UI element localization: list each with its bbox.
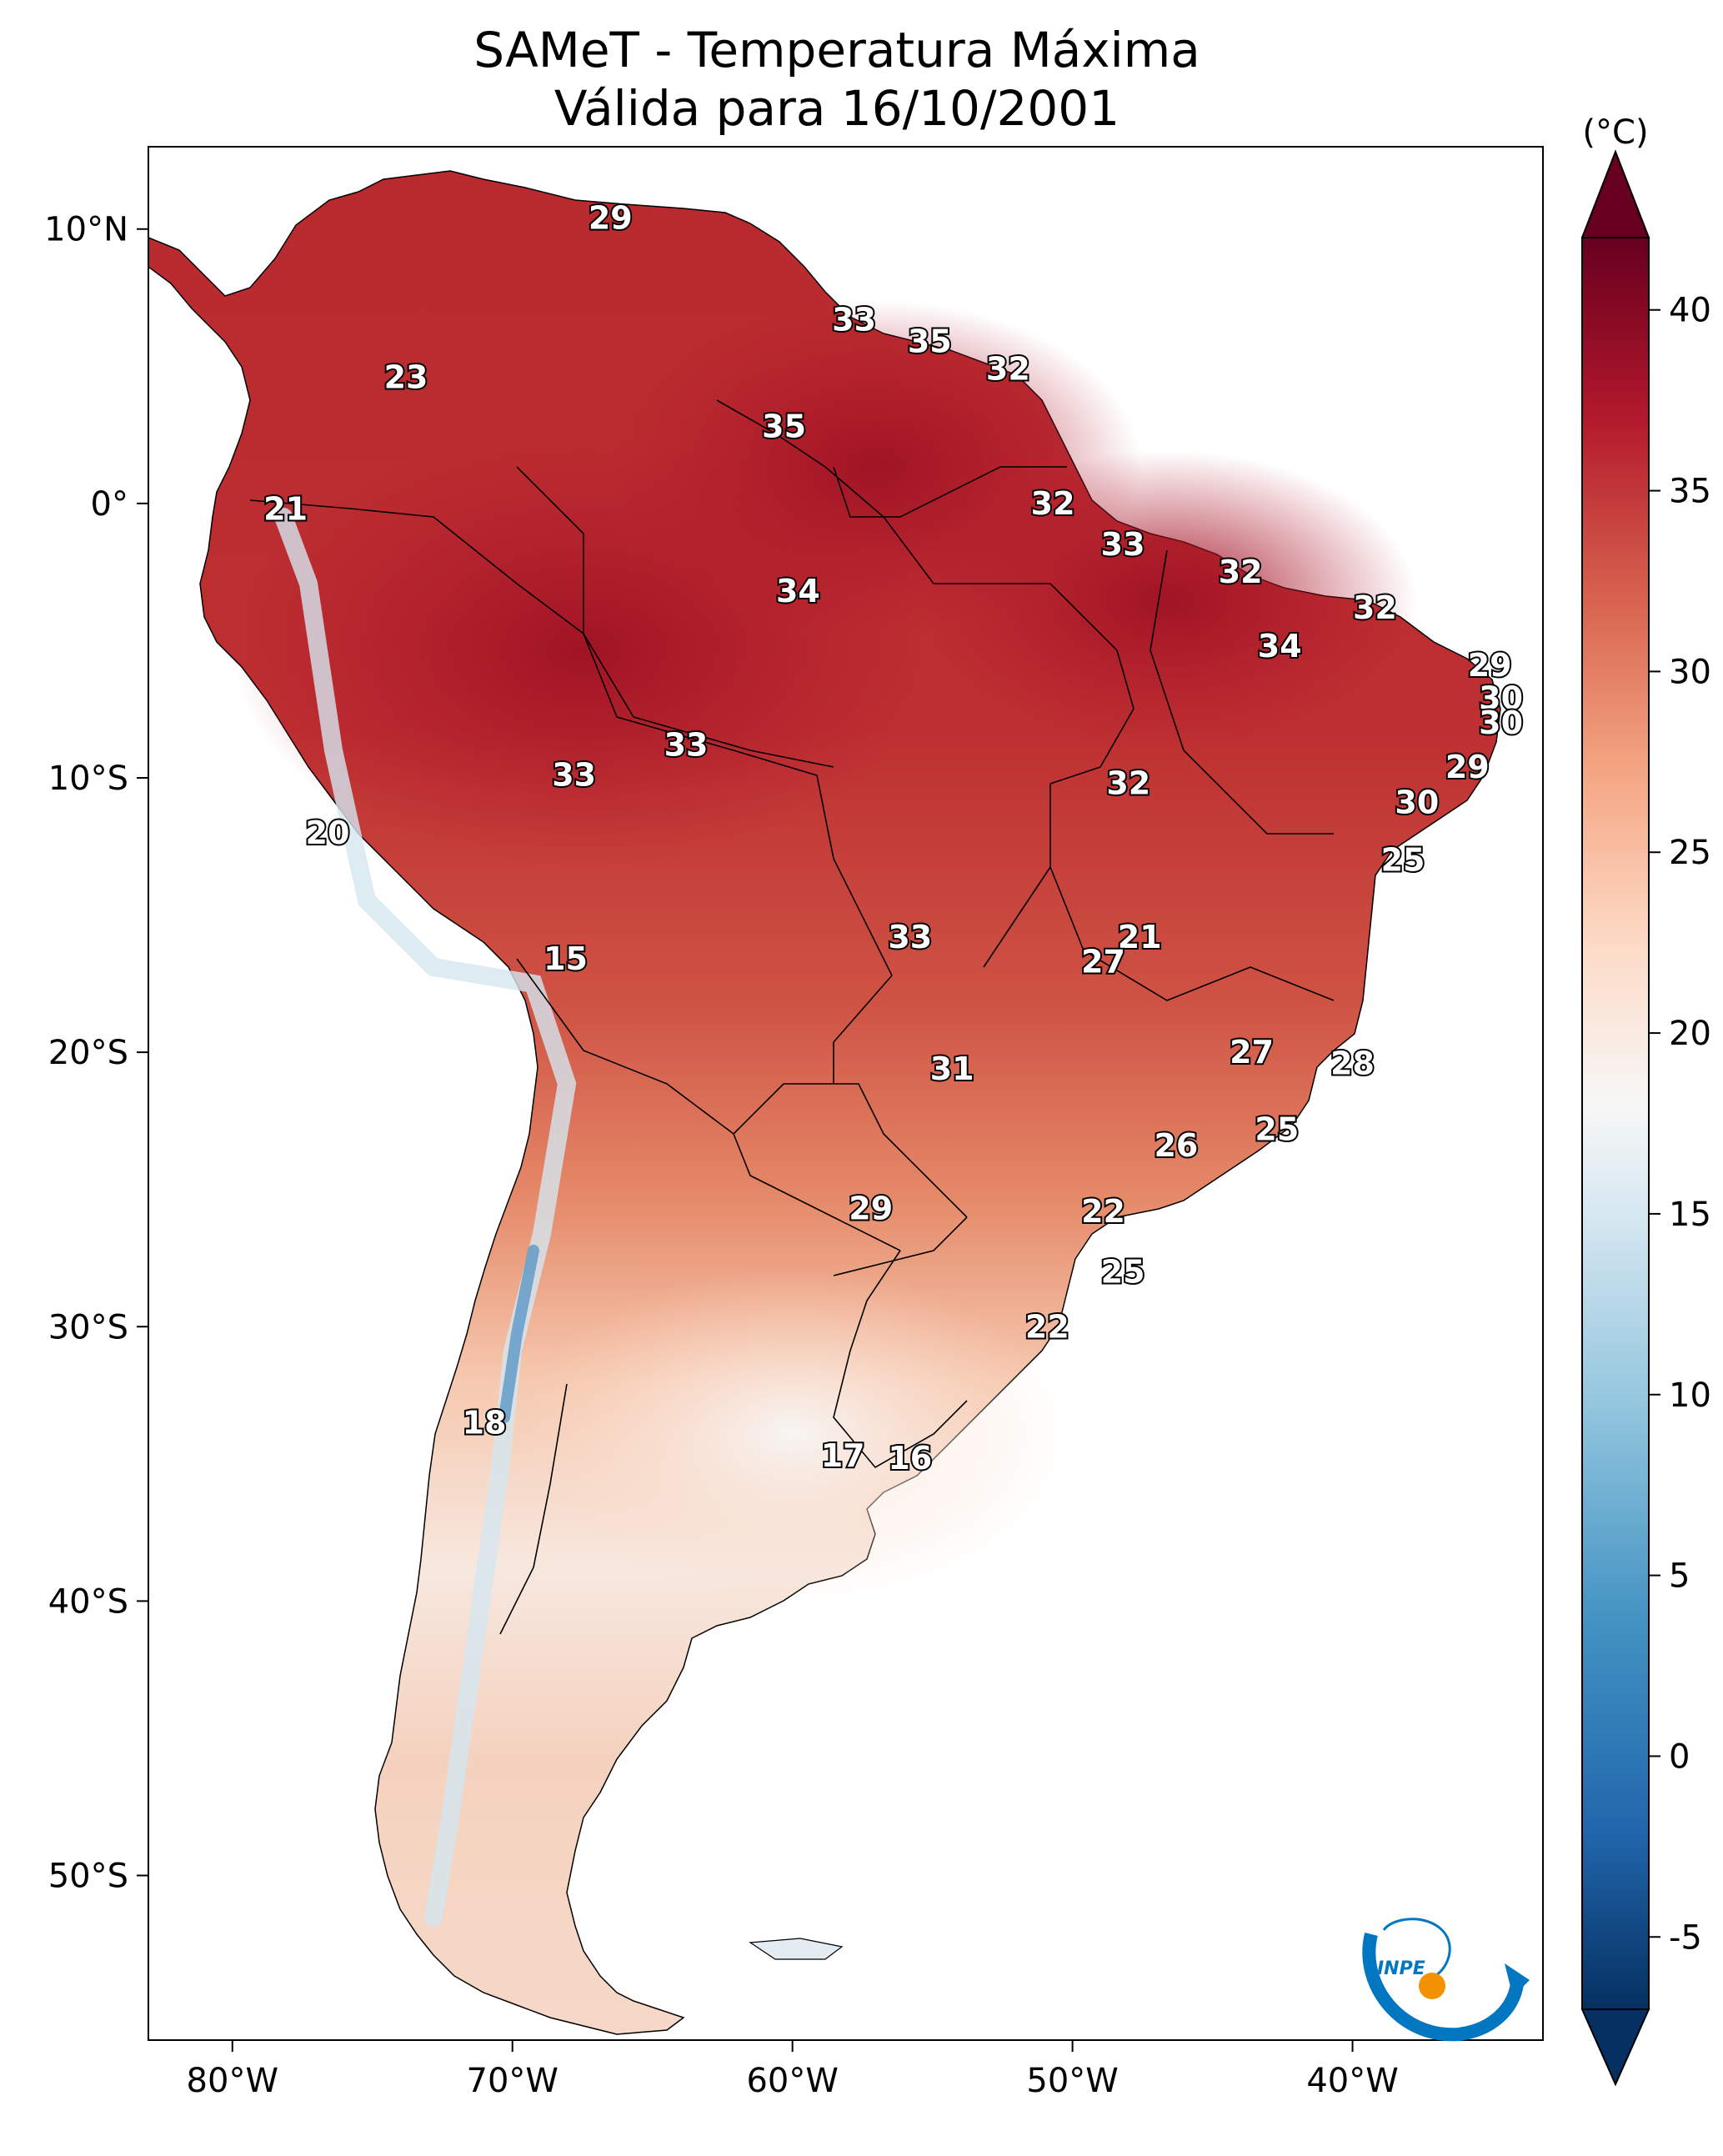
colorbar-tick-label: 30 — [1669, 653, 1711, 691]
temperature-label: 29 — [1445, 749, 1490, 785]
y-tick-label: 10°S — [48, 760, 128, 798]
y-tick-label: 0° — [91, 485, 128, 524]
y-axis-ticks: 10°N 0° 10°S 20°S 30°S 40°S 50°S — [44, 211, 148, 1896]
temperature-label: 16 — [888, 1440, 932, 1477]
temperature-label: 17 — [821, 1437, 865, 1474]
temperature-label: 18 — [463, 1404, 507, 1441]
inpe-logo-text: INPE — [1377, 1958, 1425, 1979]
temperature-label: 32 — [986, 351, 1030, 388]
temperature-label: 25 — [1255, 1111, 1299, 1147]
colorbar-tick-label: 25 — [1669, 834, 1711, 872]
temperature-label: 32 — [1219, 554, 1263, 590]
map-subtitle: Válida para 16/10/2001 — [554, 80, 1119, 137]
colorbar-tick-label: -5 — [1669, 1918, 1702, 1957]
temperature-label: 21 — [263, 490, 308, 527]
temperature-label: 32 — [1106, 765, 1150, 802]
temperature-label: 32 — [1031, 485, 1075, 522]
y-tick-label: 50°S — [48, 1858, 128, 1896]
temperature-label: 23 — [384, 358, 428, 395]
map-area — [148, 147, 1543, 2040]
temperature-label: 33 — [1101, 526, 1145, 563]
temperature-label: 29 — [849, 1191, 893, 1227]
temperature-label: 29 — [1468, 647, 1512, 684]
andes-cool-strip — [274, 508, 577, 1927]
x-tick-label: 50°W — [1026, 2062, 1118, 2100]
temperature-label: 34 — [1258, 628, 1302, 664]
temperature-label: 22 — [1025, 1308, 1069, 1345]
y-tick-label: 40°S — [48, 1582, 128, 1621]
y-tick-label: 20°S — [48, 1034, 128, 1072]
temperature-label: 29 — [589, 200, 633, 237]
temperature-label: 21 — [1118, 919, 1162, 955]
colorbar-tick-label: 10 — [1669, 1376, 1711, 1415]
temperature-label: 35 — [908, 323, 952, 360]
colorbar-body — [1581, 237, 1650, 2010]
temperature-label: 28 — [1330, 1045, 1375, 1081]
colorbar-bottom-arrow — [1580, 2008, 1650, 2087]
map-title: SAMeT - Temperatura Máxima — [473, 22, 1200, 78]
temperature-label: 15 — [543, 940, 588, 977]
temperature-label: 33 — [664, 727, 709, 764]
temperature-label: 33 — [552, 757, 596, 794]
map-frame — [148, 146, 1544, 2041]
x-axis-ticks: 80°W 70°W 60°W 50°W 40°W — [187, 2040, 1399, 2100]
colorbar-unit: (°C) — [1582, 113, 1648, 152]
colorbar-tick-label: 0 — [1669, 1737, 1690, 1776]
temperature-label: 22 — [1081, 1193, 1125, 1230]
temperature-label: 25 — [1101, 1253, 1145, 1290]
colorbar: (°C) 40 35 30 25 20 15 10 5 0 -5 — [1580, 113, 1711, 2087]
temperature-label: 20 — [306, 815, 350, 851]
x-tick-label: 70°W — [467, 2062, 558, 2100]
temperature-label: 30 — [1395, 785, 1439, 821]
colorbar-tick-label: 40 — [1669, 292, 1711, 330]
temperature-label: 30 — [1479, 704, 1523, 741]
temperature-label: 31 — [930, 1050, 974, 1087]
colorbar-tick-label: 5 — [1669, 1557, 1690, 1596]
colorbar-top-arrow — [1580, 149, 1650, 238]
x-tick-label: 40°W — [1306, 2062, 1398, 2100]
x-tick-label: 60°W — [746, 2062, 838, 2100]
temperature-label: 34 — [776, 573, 820, 609]
x-tick-label: 80°W — [187, 2062, 278, 2100]
inpe-logo: INPE — [1362, 1918, 1530, 2042]
colorbar-tick-label: 15 — [1669, 1196, 1711, 1234]
temperature-label: 33 — [832, 301, 876, 338]
temperature-label: 27 — [1230, 1034, 1274, 1070]
temperature-label: 32 — [1353, 589, 1397, 626]
temperature-label: 33 — [888, 919, 932, 955]
y-tick-label: 10°N — [44, 211, 128, 249]
temperature-label: 30 — [1479, 680, 1523, 717]
temperature-label: 26 — [1154, 1127, 1198, 1164]
y-tick-label: 30°S — [48, 1308, 128, 1346]
colorbar-tick-label: 35 — [1669, 473, 1711, 511]
temperature-label: 27 — [1081, 944, 1125, 980]
temperature-label: 25 — [1381, 842, 1425, 879]
colorbar-ticks: 40 35 30 25 20 15 10 5 0 -5 — [1649, 292, 1711, 1957]
temperature-label: 35 — [762, 409, 806, 445]
colorbar-tick-label: 20 — [1669, 1015, 1711, 1053]
country-boundaries — [249, 399, 1335, 1635]
